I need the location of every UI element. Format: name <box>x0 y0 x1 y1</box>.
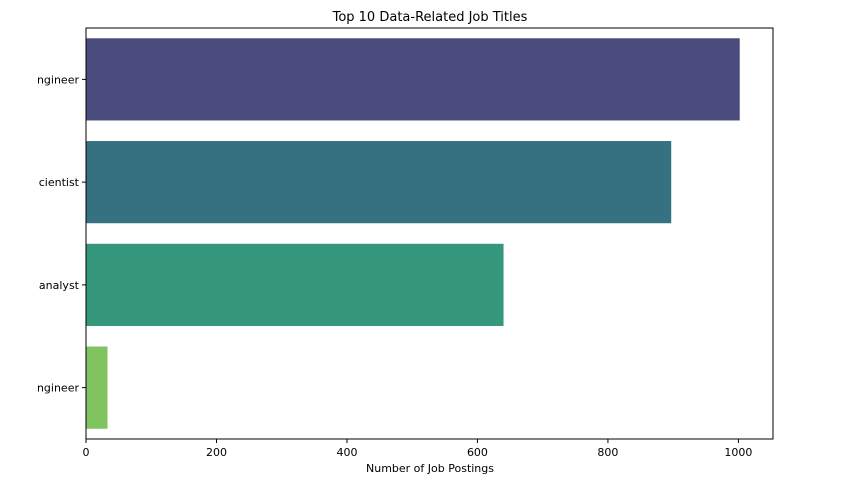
x-axis: 0 200 400 600 800 1000 <box>83 439 752 459</box>
x-tick-label: 800 <box>597 446 618 459</box>
x-axis-label: Number of Job Postings <box>366 462 494 475</box>
bar-2 <box>86 141 672 224</box>
y-tick-label: analyst <box>39 279 80 292</box>
y-axis: ngineer cientist analyst ngineer <box>37 73 86 395</box>
x-tick-label: 600 <box>467 446 488 459</box>
y-tick-label: ngineer <box>37 382 80 395</box>
plot-frame <box>85 27 774 440</box>
bar-1 <box>86 38 740 121</box>
y-tick-label: ngineer <box>37 73 80 86</box>
bar-3 <box>86 243 504 326</box>
y-tick-label: cientist <box>39 176 80 189</box>
bar-4 <box>86 346 108 429</box>
x-tick-label: 200 <box>206 446 227 459</box>
chart-title: Top 10 Data-Related Job Titles <box>332 10 528 25</box>
x-tick-label: 1000 <box>724 446 752 459</box>
x-tick-label: 400 <box>336 446 357 459</box>
bars-group <box>86 38 740 429</box>
x-tick-label: 0 <box>83 446 90 459</box>
